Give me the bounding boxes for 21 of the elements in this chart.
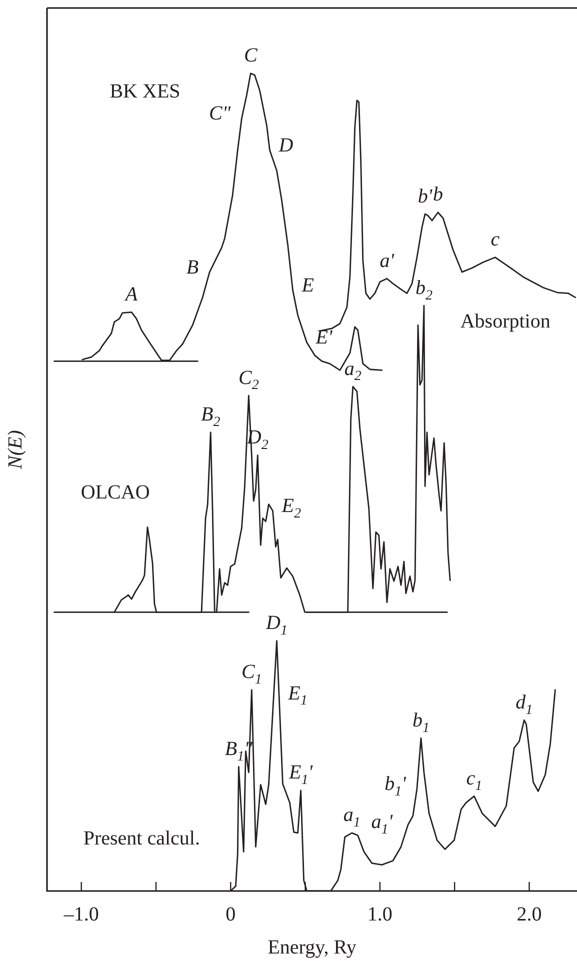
annotation: b'	[418, 185, 433, 208]
annotation: C	[244, 44, 258, 67]
x-tick-label: 0	[226, 903, 236, 926]
x-tick-label: 1.0	[367, 903, 392, 926]
annotation: E	[300, 274, 314, 296]
annotation: E'	[314, 326, 333, 349]
x-tick-label: 2.0	[516, 903, 542, 926]
x-tick-label: –1.0	[62, 903, 99, 926]
annotation: BK XES	[110, 80, 180, 102]
annotation: C"	[208, 102, 232, 125]
series-label: Absorption	[460, 310, 550, 333]
x-axis-title: Energy, Ry	[268, 936, 356, 958]
y-axis-title: N(E)	[4, 430, 26, 470]
series-label: Present calcul.	[83, 827, 200, 850]
annotation: D	[278, 134, 294, 157]
series-label: OLCAO	[80, 481, 150, 504]
annotation: A	[123, 283, 138, 306]
annotation: b	[433, 184, 444, 206]
annotation: B	[186, 256, 199, 278]
annotation: c	[490, 228, 500, 251]
annotation: a'	[380, 250, 395, 272]
